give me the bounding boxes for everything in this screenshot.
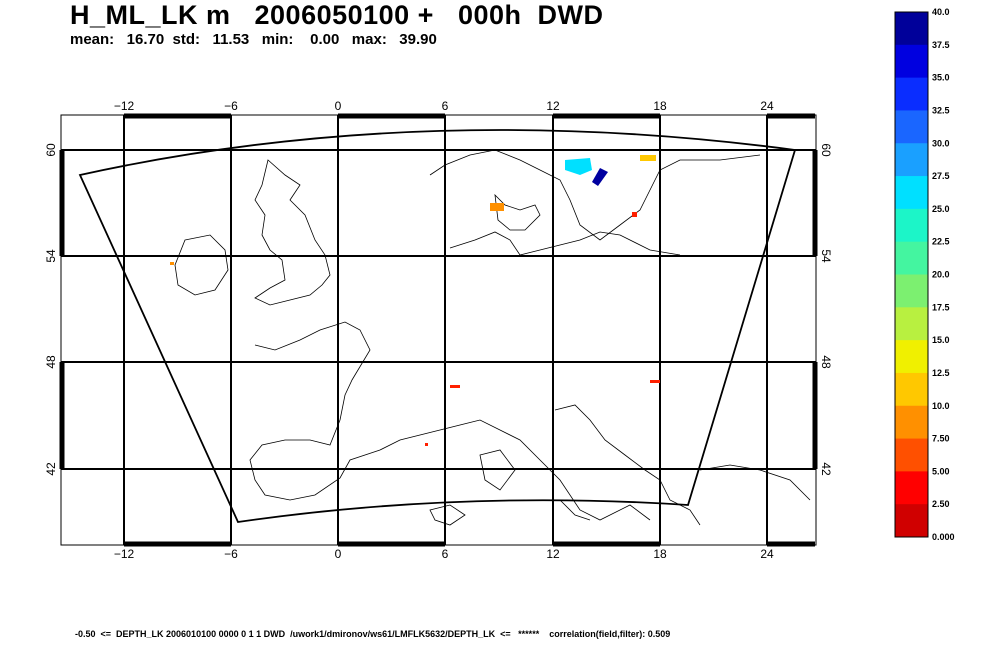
colorbar-swatch [895, 44, 928, 79]
colorbar-label: 0.000 [932, 532, 955, 542]
lon-label: −6 [224, 99, 238, 113]
colorbar-swatch [895, 274, 928, 308]
colorbar-label: 27.5 [932, 171, 950, 181]
lat-label: 54 [44, 249, 58, 263]
colorbar-label: 37.5 [932, 40, 950, 50]
lat-label: 42 [819, 462, 833, 476]
lat-label: 48 [819, 355, 833, 369]
lon-label: −12 [114, 99, 135, 113]
lon-label: 18 [653, 99, 667, 113]
lake-depth-patches [170, 155, 660, 446]
footer-info: -0.50 <= DEPTH_LK 2006010100 0000 0 1 1 … [75, 629, 671, 639]
colorbar-label: 7.50 [932, 434, 950, 444]
colorbar-swatch [895, 471, 928, 505]
latitude-labels-right: 60 54 48 42 [819, 143, 833, 476]
colorbar-swatch [895, 208, 928, 243]
colorbar-swatch [895, 110, 928, 144]
lon-label: 18 [653, 547, 667, 561]
lon-label: 12 [546, 99, 560, 113]
lat-label: 60 [44, 143, 58, 157]
colorbar-swatch [895, 143, 928, 177]
colorbar-label: 25.0 [932, 204, 950, 214]
field-statistics: mean: 16.70 std: 11.53 min: 0.00 max: 39… [70, 31, 437, 48]
lat-label: 48 [44, 355, 58, 369]
latitude-labels-left: 60 54 48 42 [44, 143, 58, 476]
lon-label: 0 [335, 99, 342, 113]
colorbar-label: 5.00 [932, 466, 950, 476]
colorbar-label: 17.5 [932, 302, 950, 312]
lon-label: 0 [335, 547, 342, 561]
lon-label: 24 [760, 99, 774, 113]
colorbar-label: 10.0 [932, 401, 950, 411]
map-frame [60, 114, 817, 546]
lon-label: 12 [546, 547, 560, 561]
lat-label: 54 [819, 249, 833, 263]
colorbar-swatch [895, 405, 928, 440]
colorbar-label: 15.0 [932, 335, 950, 345]
colorbar: 40.0 37.5 35.0 32.5 30.0 27.5 25.0 22.5 20.0 17.5… [894, 7, 955, 542]
frame-bars [59, 113, 818, 547]
longitude-labels-top: −12 −6 0 6 12 18 24 [114, 99, 774, 113]
colorbar-swatch [895, 372, 928, 407]
colorbar-swatch [895, 12, 928, 46]
map-plot: −12 −6 0 6 12 18 24 −12 −6 0 6 12 18 24 … [44, 7, 955, 561]
lon-label: −12 [114, 547, 135, 561]
colorbar-swatch [895, 307, 928, 341]
colorbar-label: 20.0 [932, 270, 950, 280]
lat-label: 42 [44, 462, 58, 476]
lon-label: 6 [442, 99, 449, 113]
colorbar-label: 32.5 [932, 105, 950, 115]
lat-label: 60 [819, 143, 833, 157]
colorbar-swatch [895, 340, 928, 374]
colorbar-label: 12.5 [932, 368, 950, 378]
colorbar-label: 2.50 [932, 499, 950, 509]
model-domain-boundary [78, 129, 797, 523]
colorbar-swatch [895, 438, 928, 472]
map-title: H_ML_LK m 2006050100 + 000h DWD [70, 0, 604, 30]
colorbar-label: 22.5 [932, 237, 950, 247]
colorbar-swatch [895, 176, 928, 210]
colorbar-label: 40.0 [932, 7, 950, 17]
colorbar-frame [894, 11, 929, 538]
lon-label: 6 [442, 547, 449, 561]
longitude-labels-bottom: −12 −6 0 6 12 18 24 [114, 547, 774, 561]
colorbar-label: 35.0 [932, 73, 950, 83]
lon-label: 24 [760, 547, 774, 561]
colorbar-label: 30.0 [932, 138, 950, 148]
colorbar-swatch [895, 504, 928, 538]
lon-label: −6 [224, 547, 238, 561]
colorbar-swatch [895, 241, 928, 275]
colorbar-swatch [895, 77, 928, 111]
